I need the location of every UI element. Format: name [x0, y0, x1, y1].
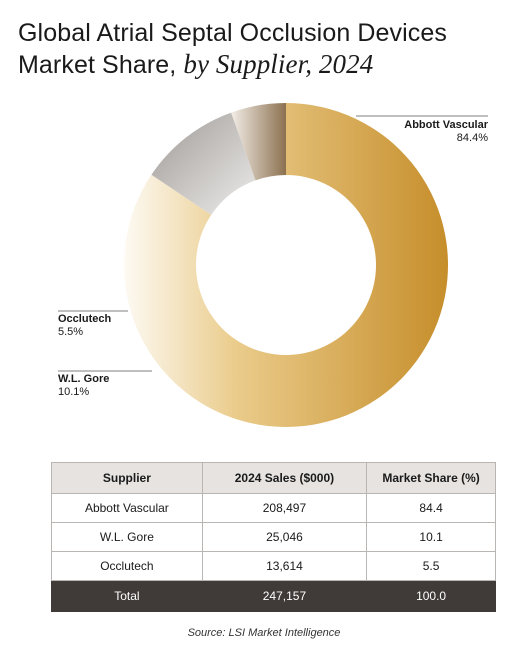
slice-label-name: Occlutech: [58, 313, 111, 325]
header-supplier: Supplier: [51, 462, 203, 494]
table-row: Occlutech 13,614 5.5: [51, 551, 496, 581]
table-row: W.L. Gore 25,046 10.1: [51, 522, 496, 552]
title-italic: by Supplier, 2024: [183, 49, 374, 79]
slice-label-value: 84.4%: [457, 132, 488, 144]
slice-label-name: W.L. Gore: [58, 373, 109, 385]
slice-label-name: Abbott Vascular: [404, 119, 488, 131]
title-regular: Market Share,: [18, 51, 177, 79]
title-line-2: Market Share, by Supplier, 2024: [18, 49, 518, 81]
table-row: Abbott Vascular 208,497 84.4: [51, 493, 496, 523]
source-note: Source: LSI Market Intelligence: [187, 627, 341, 639]
cell-share: 5.5: [366, 551, 496, 581]
cell-supplier: W.L. Gore: [51, 522, 203, 552]
header-share: Market Share (%): [366, 462, 496, 494]
table-header-row: Supplier 2024 Sales ($000) Market Share …: [51, 462, 496, 494]
cell-share: 10.1: [366, 522, 496, 552]
header-sales: 2024 Sales ($000): [201, 462, 368, 494]
slice-label-value: 10.1%: [58, 386, 89, 398]
chart-title: Global Atrial Septal Occlusion Devices M…: [18, 18, 518, 81]
total-share: 100.0: [366, 580, 496, 612]
cell-share: 84.4: [366, 493, 496, 523]
cell-sales: 208,497: [201, 493, 368, 523]
slice-label-value: 5.5%: [58, 326, 83, 338]
sales-table: Supplier 2024 Sales ($000) Market Share …: [51, 462, 496, 612]
slice-abbott-vascular: [124, 103, 448, 427]
slice-occlutech: [231, 103, 286, 181]
cell-supplier: Abbott Vascular: [51, 493, 203, 523]
cell-sales: 25,046: [201, 522, 368, 552]
total-label: Total: [51, 580, 203, 612]
cell-supplier: Occlutech: [51, 551, 203, 581]
total-sales: 247,157: [201, 580, 368, 612]
title-line-1: Global Atrial Septal Occlusion Devices: [18, 19, 447, 47]
table-total-row: Total 247,157 100.0: [51, 580, 496, 612]
slice-w-l-gore: [151, 112, 256, 215]
cell-sales: 13,614: [201, 551, 368, 581]
